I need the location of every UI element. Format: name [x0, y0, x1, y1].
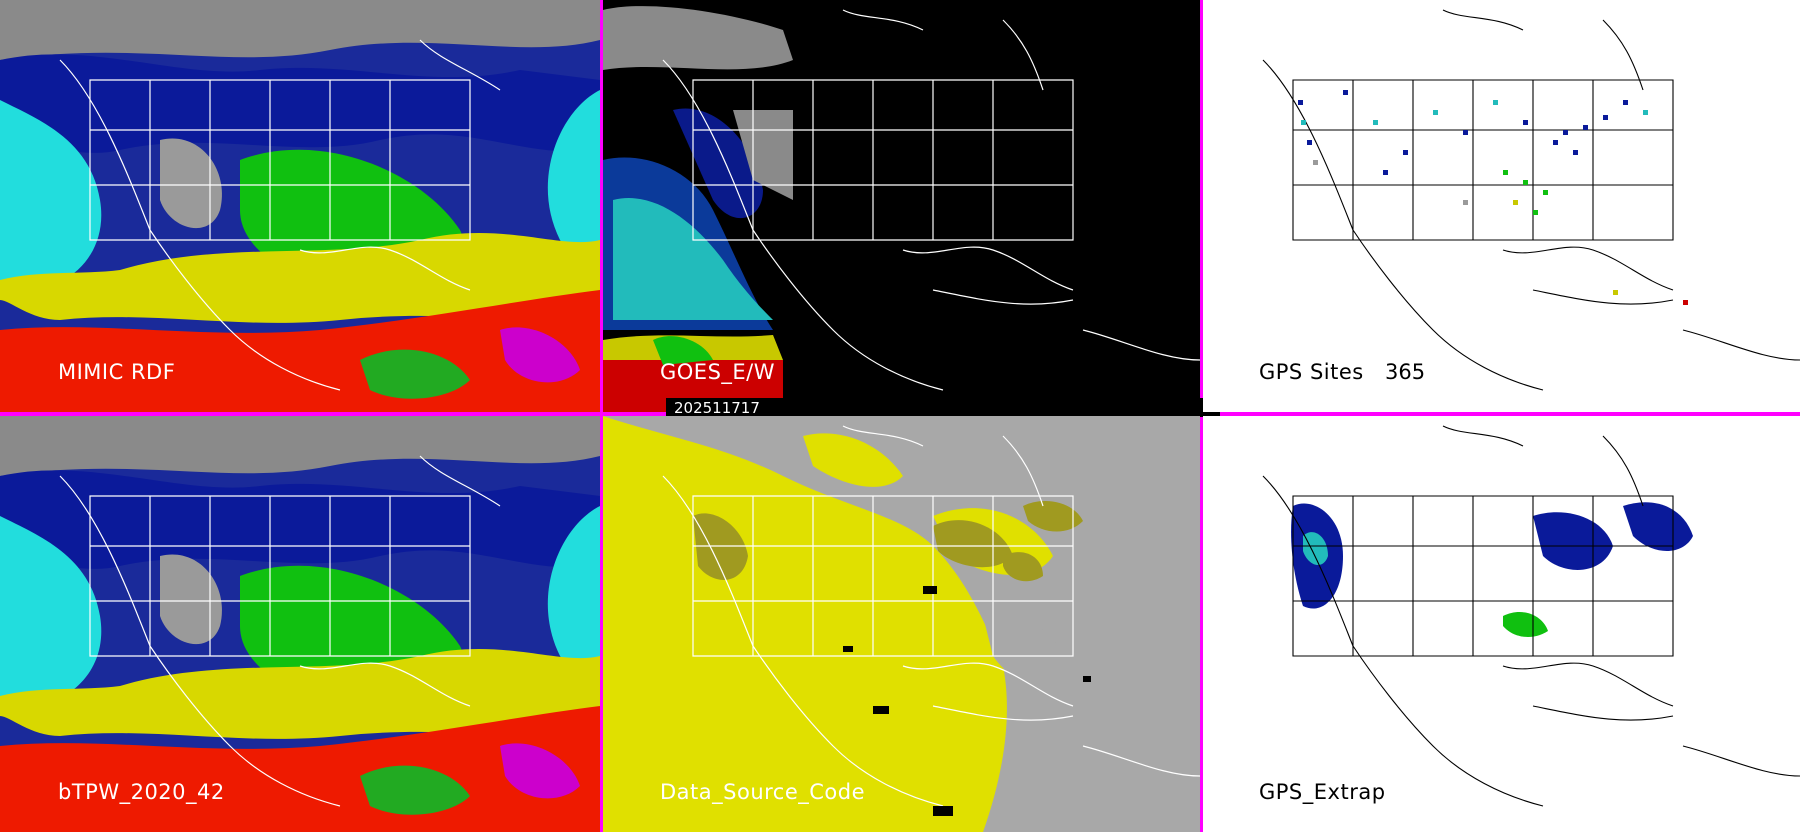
gps-sites-map [1203, 0, 1800, 412]
goes-ew-panel[interactable]: GOES_E/W [603, 0, 1200, 412]
btpw-panel[interactable]: bTPW_2020_42 [0, 416, 600, 832]
mimic-map [0, 0, 600, 412]
gps-site-count: 365 [1385, 360, 1426, 384]
goes-map [603, 0, 1200, 412]
mimic-rdf-panel[interactable]: MIMIC RDF [0, 0, 600, 412]
panel-label: GOES_E/W [660, 360, 776, 384]
data-source-map [603, 416, 1200, 832]
panel-label: GPS Sites [1259, 360, 1364, 384]
btpw-map [0, 416, 600, 832]
data-source-code-panel[interactable]: Data_Source_Code [603, 416, 1200, 832]
panel-label: Data_Source_Code [660, 780, 866, 804]
panel-label: bTPW_2020_42 [58, 780, 225, 804]
gps-extrap-panel[interactable]: GPS_Extrap [1203, 416, 1800, 832]
panel-label: GPS_Extrap [1259, 780, 1386, 804]
gps-extrap-map [1203, 416, 1800, 832]
gps-sites-panel[interactable]: GPS Sites 365 [1203, 0, 1800, 412]
panel-label: MIMIC RDF [58, 360, 176, 384]
timestamp-label: 202511717 [666, 398, 1220, 417]
